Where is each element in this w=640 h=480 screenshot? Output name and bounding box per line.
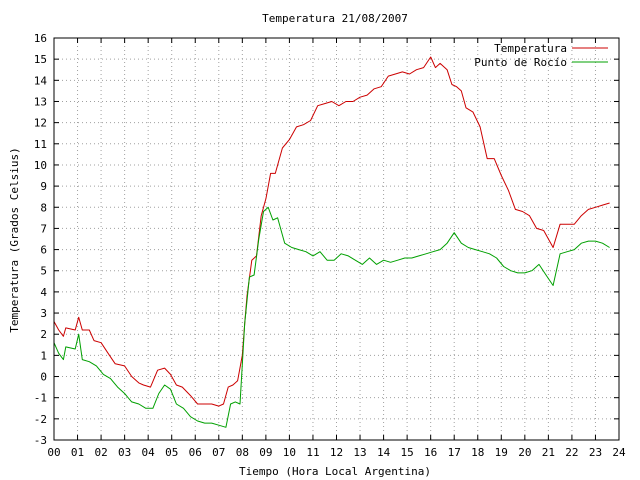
legend-label: Punto de Rocío xyxy=(474,56,567,69)
y-tick-label: 11 xyxy=(34,138,47,151)
x-tick-label: 23 xyxy=(589,446,602,459)
y-tick-label: 12 xyxy=(34,117,47,130)
y-tick-label: 9 xyxy=(40,180,47,193)
x-tick-label: 21 xyxy=(542,446,555,459)
x-tick-label: 00 xyxy=(47,446,60,459)
series-line-temperatura xyxy=(53,56,610,407)
x-tick-label: 13 xyxy=(353,446,366,459)
y-tick-label: 14 xyxy=(34,74,48,87)
y-tick-label: 10 xyxy=(34,159,47,172)
x-tick-labels: 00 01 02 03 04 05 06 07 08 09 10 11 12 13 14 15 16 17 18 19… xyxy=(47,446,626,459)
x-tick-label: 14 xyxy=(377,446,391,459)
y-tick-label: 16 xyxy=(34,32,47,45)
x-tick-label: 02 xyxy=(94,446,107,459)
x-tick-label: 08 xyxy=(236,446,249,459)
x-axis-label: Tiempo (Hora Local Argentina) xyxy=(239,465,431,478)
y-tick-label: -3 xyxy=(34,434,47,447)
y-tick-label: -2 xyxy=(34,413,47,426)
y-tick-label: 13 xyxy=(34,95,47,108)
series-line-punto-de-rocio xyxy=(53,206,610,428)
x-tick-label: 12 xyxy=(330,446,343,459)
y-axis-label: Temperatura (Grados Celsius) xyxy=(8,147,21,332)
x-tick-label: 19 xyxy=(495,446,508,459)
x-tick-label: 16 xyxy=(424,446,437,459)
x-tick-label: 06 xyxy=(189,446,202,459)
y-tick-label: 3 xyxy=(40,307,47,320)
y-tick-label: 4 xyxy=(40,286,47,299)
grid xyxy=(54,38,619,440)
y-tick-label: 15 xyxy=(34,53,47,66)
x-tick-label: 20 xyxy=(518,446,531,459)
x-tick-label: 10 xyxy=(283,446,296,459)
x-tick-label: 24 xyxy=(612,446,626,459)
y-tick-label: -1 xyxy=(34,392,47,405)
y-tick-label: 5 xyxy=(40,265,47,278)
x-tick-label: 15 xyxy=(401,446,414,459)
y-tick-label: 0 xyxy=(40,371,47,384)
tick-marks xyxy=(53,37,620,441)
x-tick-label: 03 xyxy=(118,446,131,459)
x-tick-label: 18 xyxy=(471,446,484,459)
x-tick-label: 22 xyxy=(565,446,578,459)
legend-label: Temperatura xyxy=(494,42,567,55)
x-tick-label: 04 xyxy=(142,446,156,459)
x-tick-label: 07 xyxy=(212,446,225,459)
y-tick-label: 1 xyxy=(40,349,47,362)
x-tick-label: 05 xyxy=(165,446,178,459)
y-tick-label: 7 xyxy=(40,222,47,235)
plot-frame xyxy=(53,37,620,441)
chart-title: Temperatura 21/08/2007 xyxy=(262,12,408,25)
y-tick-label: 2 xyxy=(40,328,47,341)
y-tick-label: 8 xyxy=(40,201,47,214)
x-tick-label: 01 xyxy=(71,446,84,459)
x-tick-label: 11 xyxy=(306,446,319,459)
x-tick-label: 09 xyxy=(259,446,272,459)
series-group xyxy=(53,56,610,428)
x-tick-label: 17 xyxy=(448,446,461,459)
y-tick-label: 6 xyxy=(40,244,47,257)
